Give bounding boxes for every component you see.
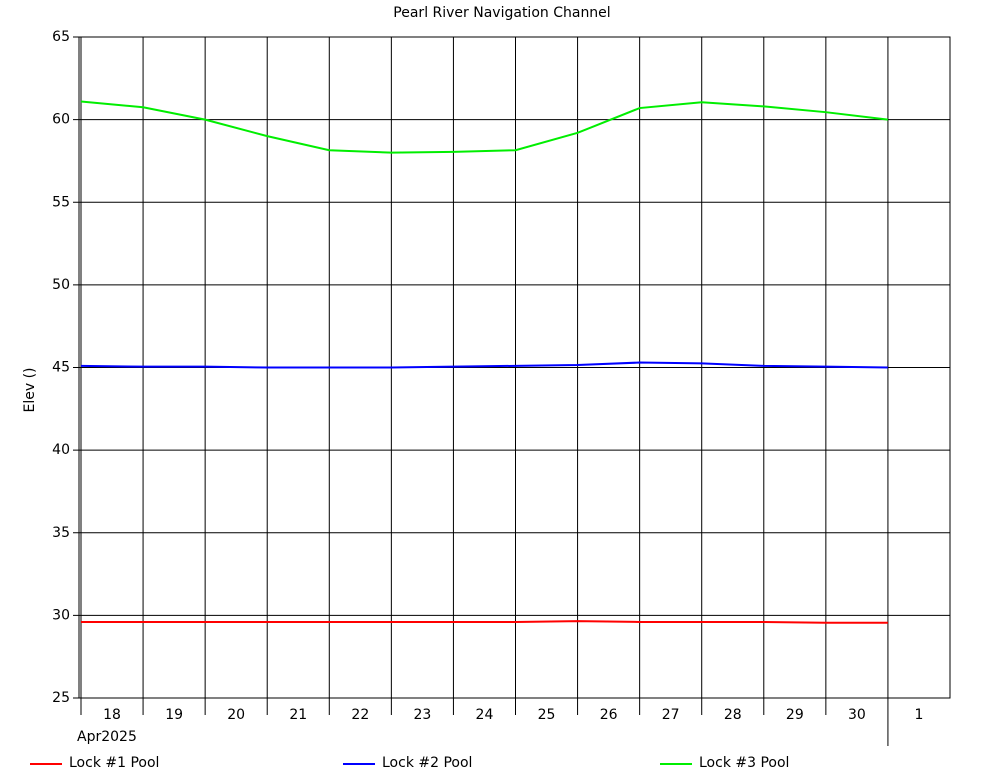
x-tick-label: 1: [915, 707, 924, 723]
y-tick-label: 30: [52, 607, 70, 623]
x-tick-label: 20: [227, 707, 245, 723]
x-tick-label: 27: [662, 707, 680, 723]
x-tick-label: 21: [289, 707, 307, 723]
y-tick-label: 55: [52, 194, 70, 210]
x-tick-label: 28: [724, 707, 742, 723]
x-tick-label: 26: [600, 707, 618, 723]
x-tick-label: 30: [848, 707, 866, 723]
chart-title: Pearl River Navigation Channel: [393, 5, 610, 21]
y-tick-label: 45: [52, 360, 70, 376]
y-tick-label: 35: [52, 525, 70, 541]
x-tick-label: 23: [413, 707, 431, 723]
y-tick-label: 40: [52, 442, 70, 458]
x-tick-label: 19: [165, 707, 183, 723]
x-tick-label: 18: [103, 707, 121, 723]
y-tick-label: 60: [52, 112, 70, 128]
x-tick-label: 22: [351, 707, 369, 723]
y-tick-label: 25: [52, 690, 70, 706]
line-series: [80, 361, 888, 369]
legend-label: Lock #2 Pool: [382, 755, 472, 771]
y-tick-label: 65: [52, 29, 70, 45]
y-axis-label: Elev (): [22, 367, 38, 412]
x-tick-label: 25: [538, 707, 556, 723]
legend-label: Lock #3 Pool: [699, 755, 789, 771]
x-tick-label: 29: [786, 707, 804, 723]
legend-label: Lock #1 Pool: [69, 755, 159, 771]
y-tick-label: 50: [52, 277, 70, 293]
x-tick-label: 24: [476, 707, 494, 723]
x-axis-label: Apr2025: [77, 729, 137, 745]
line-series: [81, 620, 888, 624]
line-series: [80, 100, 889, 154]
